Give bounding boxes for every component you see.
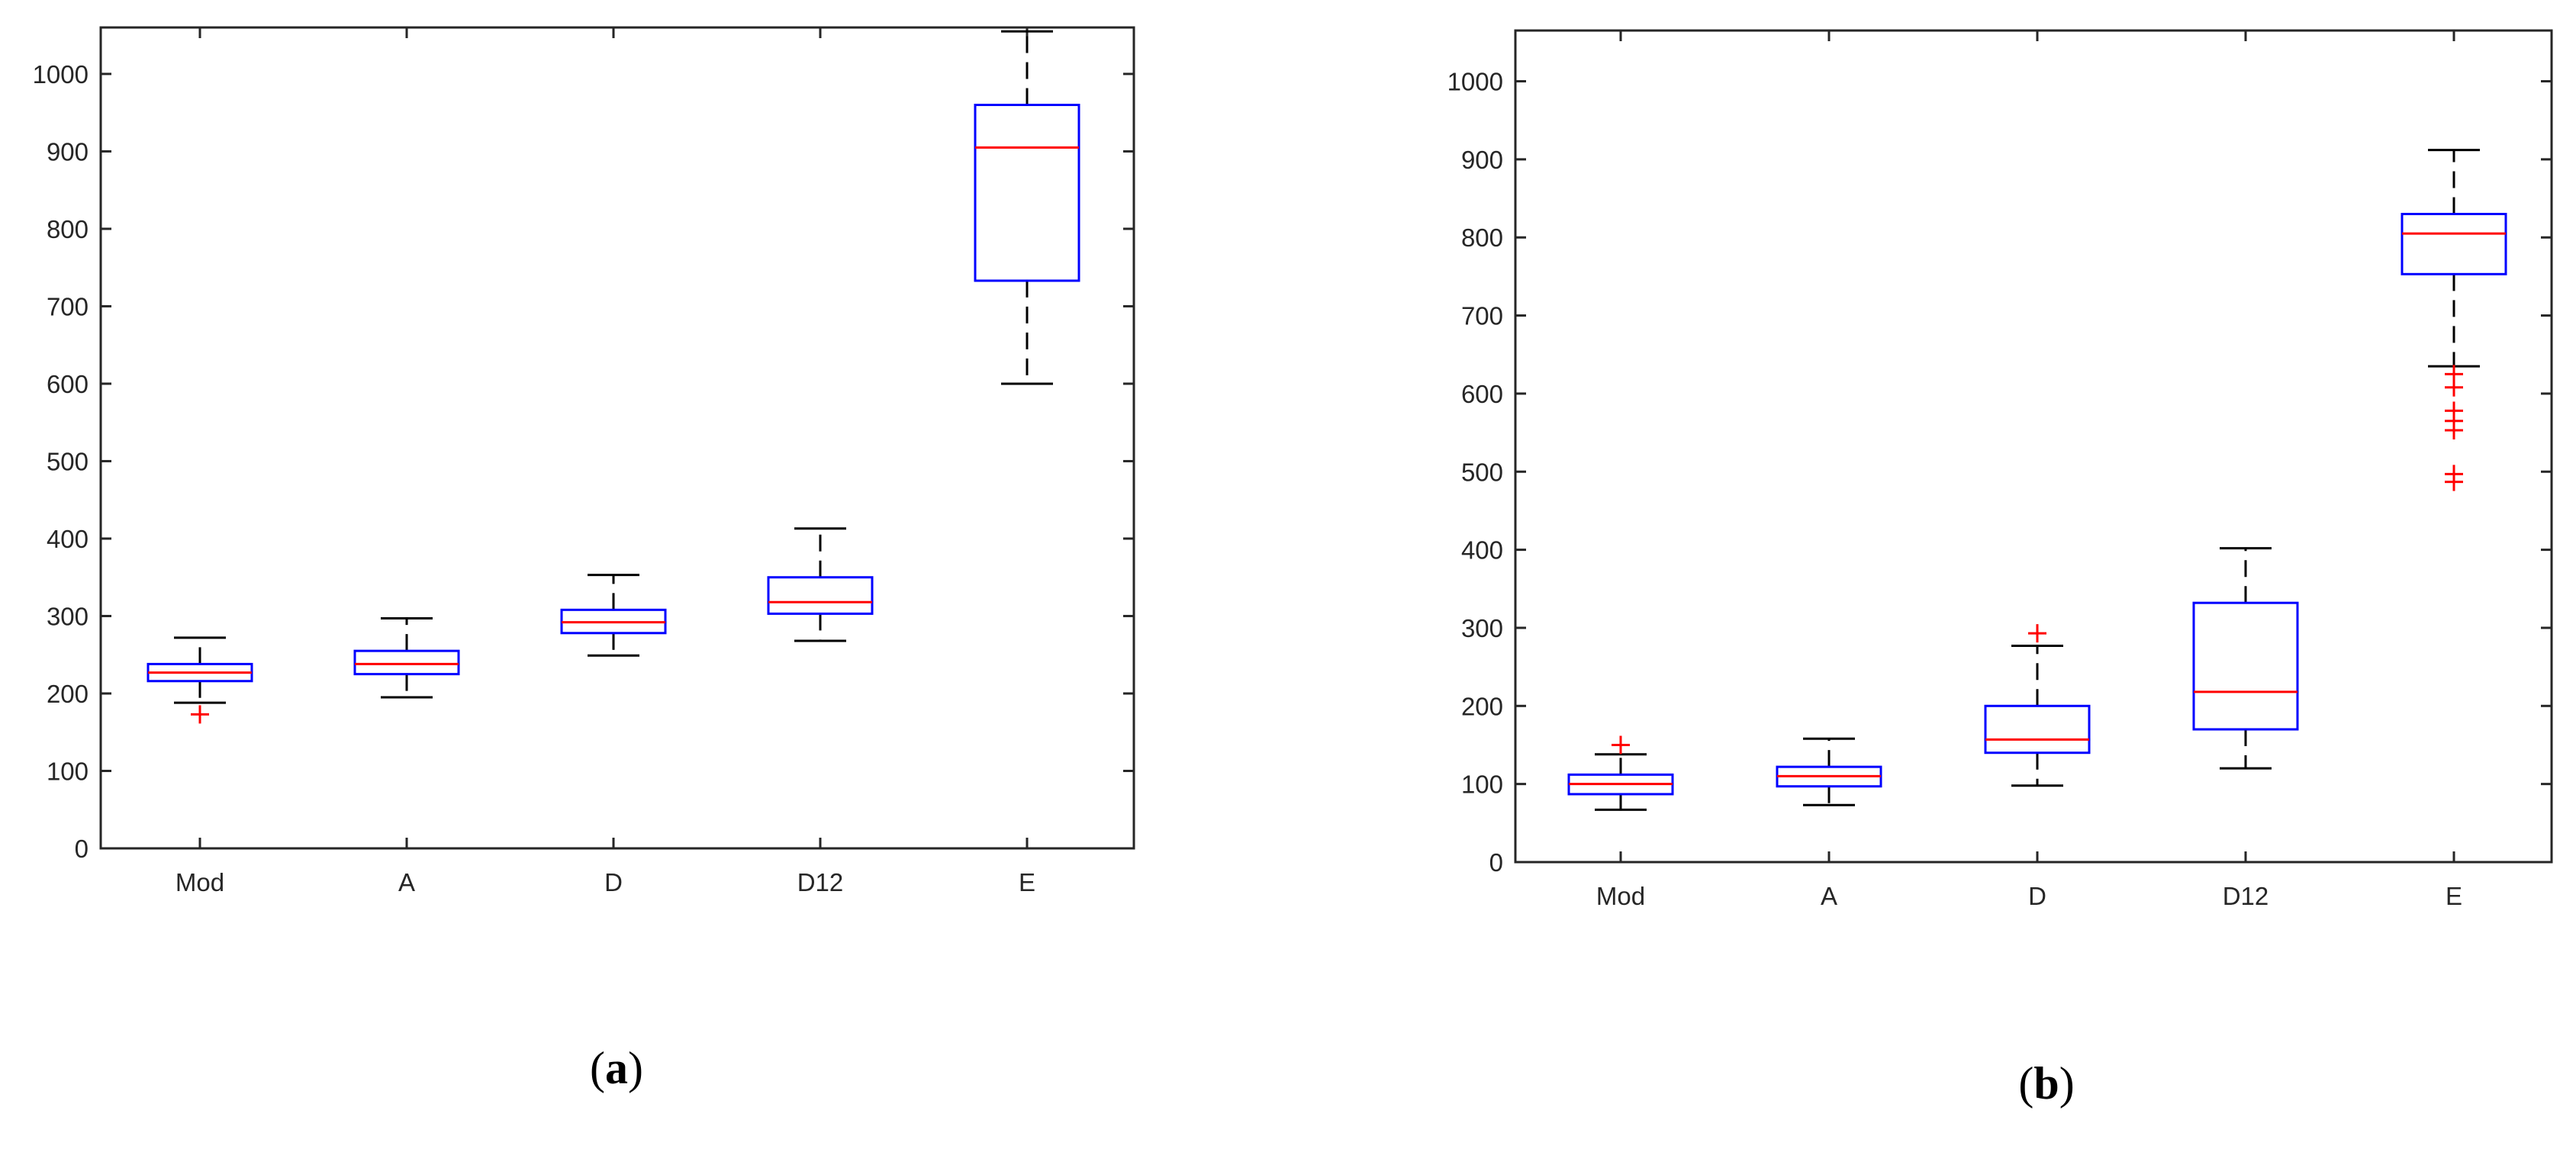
box-e [2401, 149, 2507, 491]
x-tick-label: E [1019, 868, 1035, 896]
box-d12 [767, 527, 874, 642]
box-d12 [2192, 547, 2299, 770]
y-tick-label: 800 [47, 215, 89, 243]
y-tick-label: 0 [75, 835, 89, 863]
y-tick-label: 400 [1461, 536, 1503, 565]
iqr-box [2401, 213, 2507, 275]
x-tick-label: D [604, 868, 623, 896]
y-tick-label: 300 [1461, 614, 1503, 642]
outlier-marker [1612, 735, 1630, 755]
x-tick-label: Mod [175, 868, 224, 896]
box-d [560, 574, 667, 657]
y-tick-label: 500 [1461, 458, 1503, 486]
y-tick-label: 200 [47, 680, 89, 708]
y-tick-label: 700 [47, 292, 89, 320]
box-mod [147, 636, 253, 724]
iqr-box [2192, 601, 2299, 731]
outlier-marker [2445, 421, 2463, 440]
y-tick-label: 0 [1489, 848, 1503, 877]
iqr-box [353, 649, 460, 676]
chart-panel-b: 0 100 200 300 400 500 600 700 800 900 1000 Mod A D D12… [1447, 29, 2553, 910]
y-tick-label: 100 [47, 757, 89, 785]
box-a [1776, 737, 1882, 806]
box-a [353, 617, 460, 699]
iqr-box [767, 576, 874, 615]
x-tick-label: E [2446, 882, 2462, 910]
chart-panel-a: 0 100 200 300 400 500 600 700 800 900 1000 Mod A D D12… [33, 26, 1135, 896]
y-tick-label: 500 [47, 447, 89, 475]
panel-label-a: (a) [590, 1043, 643, 1093]
y-tick-label: 600 [47, 370, 89, 398]
box-d [1984, 624, 2091, 787]
y-tick-label: 200 [1461, 692, 1503, 720]
x-tick-label: D12 [2223, 882, 2269, 910]
x-tick-label: A [1821, 882, 1837, 910]
outlier-marker [2445, 472, 2463, 491]
y-tick-label: 400 [47, 525, 89, 553]
box-e [974, 30, 1080, 385]
y-tick-label: 700 [1461, 302, 1503, 330]
y-tick-label: 300 [47, 602, 89, 630]
iqr-box [1984, 704, 2091, 755]
y-tick-label: 600 [1461, 380, 1503, 408]
iqr-box [974, 104, 1080, 282]
y-tick-label: 900 [1461, 146, 1503, 174]
x-tick-label: A [398, 868, 415, 896]
y-tick-label: 1000 [33, 60, 89, 88]
outlier-marker [191, 705, 209, 724]
axes-frame [99, 26, 1135, 850]
y-tick-label: 800 [1461, 224, 1503, 252]
y-tick-label: 900 [47, 137, 89, 166]
panel-label-b: (b) [2018, 1058, 2074, 1109]
x-tick-label: D [2028, 882, 2046, 910]
axes-frame [1514, 29, 2553, 864]
outlier-marker [2445, 378, 2463, 397]
y-tick-label: 100 [1461, 771, 1503, 799]
outlier-marker [2028, 624, 2046, 643]
x-tick-label: Mod [1596, 882, 1645, 910]
box-mod [1567, 735, 1674, 811]
x-tick-label: D12 [797, 868, 844, 896]
y-tick-label: 1000 [1447, 68, 1503, 96]
